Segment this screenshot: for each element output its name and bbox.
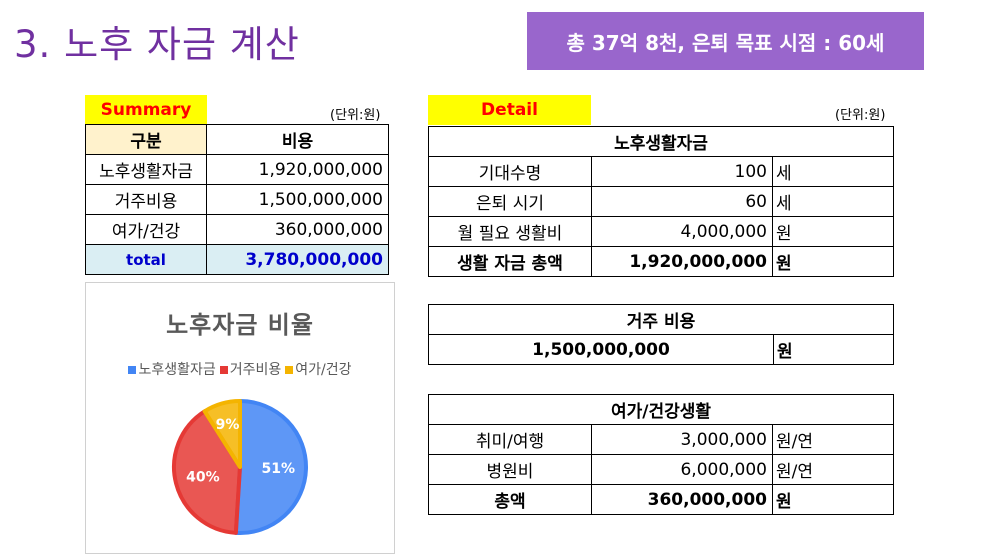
summary-header-category: 구분 bbox=[85, 124, 207, 155]
detail-row-value: 6,000,000 bbox=[591, 454, 773, 485]
living-header: 노후생활자금 bbox=[428, 126, 894, 157]
detail-row-name: 기대수명 bbox=[428, 156, 592, 187]
summary-banner: 총 37억 8천, 은퇴 목표 시점 : 60세 bbox=[527, 12, 924, 70]
table-row: 거주비용 1,500,000,000 bbox=[85, 184, 389, 215]
table-row: 기대수명 100 세 bbox=[428, 156, 894, 187]
detail-row-value: 100 bbox=[591, 156, 773, 187]
living-header-row: 노후생활자금 bbox=[428, 126, 894, 157]
leisure-total-value: 360,000,000 bbox=[591, 484, 773, 515]
living-total-unit: 원 bbox=[772, 246, 894, 277]
detail-row-unit: 원/연 bbox=[772, 454, 894, 485]
pie-chart: 노후자금 비율 노후생활자금 거주비용 여가/건강 51% 40% 9% bbox=[85, 282, 395, 554]
detail-row-name: 취미/여행 bbox=[428, 424, 592, 455]
housing-value-row: 1,500,000,000 원 bbox=[428, 334, 894, 365]
page-title: 3. 노후 자금 계산 bbox=[14, 23, 300, 66]
living-total-name: 생활 자금 총액 bbox=[428, 246, 592, 277]
summary-row-value: 360,000,000 bbox=[206, 214, 389, 245]
chart-legend: 노후생활자금 거주비용 여가/건강 bbox=[86, 359, 394, 379]
legend-label: 거주비용 bbox=[229, 362, 282, 378]
summary-header-row: 구분 비용 bbox=[85, 124, 389, 155]
summary-total-label: total bbox=[85, 244, 207, 275]
summary-unit-note: (단위:원) bbox=[330, 108, 381, 123]
detail-row-value: 60 bbox=[591, 186, 773, 217]
table-row: 노후생활자금 1,920,000,000 bbox=[85, 154, 389, 185]
legend-swatch bbox=[219, 365, 228, 374]
housing-unit: 원 bbox=[773, 334, 894, 365]
summary-header-cost: 비용 bbox=[206, 124, 389, 155]
housing-cost-table: 거주 비용 1,500,000,000 원 bbox=[428, 304, 894, 365]
table-row: 월 필요 생활비 4,000,000 원 bbox=[428, 216, 894, 247]
leisure-total-name: 총액 bbox=[428, 484, 592, 515]
living-cost-table: 노후생활자금 기대수명 100 세 은퇴 시기 60 세 월 필요 생활비 4,… bbox=[428, 126, 894, 277]
leisure-header-row: 여가/건강생활 bbox=[428, 394, 894, 425]
summary-total-row: total 3,780,000,000 bbox=[85, 244, 389, 275]
detail-label: Detail bbox=[428, 95, 591, 125]
summary-row-name: 거주비용 bbox=[85, 184, 207, 215]
detail-row-name: 월 필요 생활비 bbox=[428, 216, 592, 247]
living-total-value: 1,920,000,000 bbox=[591, 246, 773, 277]
pie-plot: 51% 40% 9% bbox=[172, 399, 308, 535]
pie-data-label: 9% bbox=[216, 417, 240, 433]
summary-row-name: 노후생활자금 bbox=[85, 154, 207, 185]
leisure-cost-table: 여가/건강생활 취미/여행 3,000,000 원/연 병원비 6,000,00… bbox=[428, 394, 894, 515]
legend-label: 노후생활자금 bbox=[138, 362, 216, 378]
detail-row-unit: 원/연 bbox=[772, 424, 894, 455]
detail-row-unit: 세 bbox=[772, 186, 894, 217]
leisure-total-row: 총액 360,000,000 원 bbox=[428, 484, 894, 515]
pie-slice bbox=[202, 399, 242, 469]
summary-total-value: 3,780,000,000 bbox=[206, 244, 389, 275]
summary-label: Summary bbox=[85, 95, 207, 125]
detail-row-unit: 세 bbox=[772, 156, 894, 187]
legend-swatch bbox=[285, 365, 294, 374]
detail-row-value: 3,000,000 bbox=[591, 424, 773, 455]
table-row: 병원비 6,000,000 원/연 bbox=[428, 454, 894, 485]
chart-title: 노후자금 비율 bbox=[166, 311, 314, 339]
housing-header-row: 거주 비용 bbox=[428, 304, 894, 335]
table-row: 여가/건강 360,000,000 bbox=[85, 214, 389, 245]
legend-swatch bbox=[128, 365, 137, 374]
summary-row-name: 여가/건강 bbox=[85, 214, 207, 245]
detail-row-name: 은퇴 시기 bbox=[428, 186, 592, 217]
summary-table: 구분 비용 노후생활자금 1,920,000,000 거주비용 1,500,00… bbox=[85, 124, 389, 275]
detail-unit-note: (단위:원) bbox=[835, 108, 886, 123]
pie-data-label: 51% bbox=[262, 461, 296, 477]
detail-row-value: 4,000,000 bbox=[591, 216, 773, 247]
legend-item: 거주비용 bbox=[219, 362, 282, 378]
living-total-row: 생활 자금 총액 1,920,000,000 원 bbox=[428, 246, 894, 277]
detail-row-name: 병원비 bbox=[428, 454, 592, 485]
pie-slice bbox=[233, 399, 308, 535]
legend-item: 여가/건강 bbox=[285, 362, 352, 378]
table-row: 은퇴 시기 60 세 bbox=[428, 186, 894, 217]
pie-data-label: 40% bbox=[186, 470, 220, 486]
summary-row-value: 1,500,000,000 bbox=[206, 184, 389, 215]
table-row: 취미/여행 3,000,000 원/연 bbox=[428, 424, 894, 455]
leisure-header: 여가/건강생활 bbox=[428, 394, 894, 425]
legend-label: 여가/건강 bbox=[295, 362, 352, 378]
housing-value: 1,500,000,000 bbox=[428, 334, 774, 365]
detail-row-unit: 원 bbox=[772, 216, 894, 247]
leisure-total-unit: 원 bbox=[772, 484, 894, 515]
legend-item: 노후생활자금 bbox=[128, 362, 216, 378]
summary-row-value: 1,920,000,000 bbox=[206, 154, 389, 185]
housing-header: 거주 비용 bbox=[428, 304, 894, 335]
